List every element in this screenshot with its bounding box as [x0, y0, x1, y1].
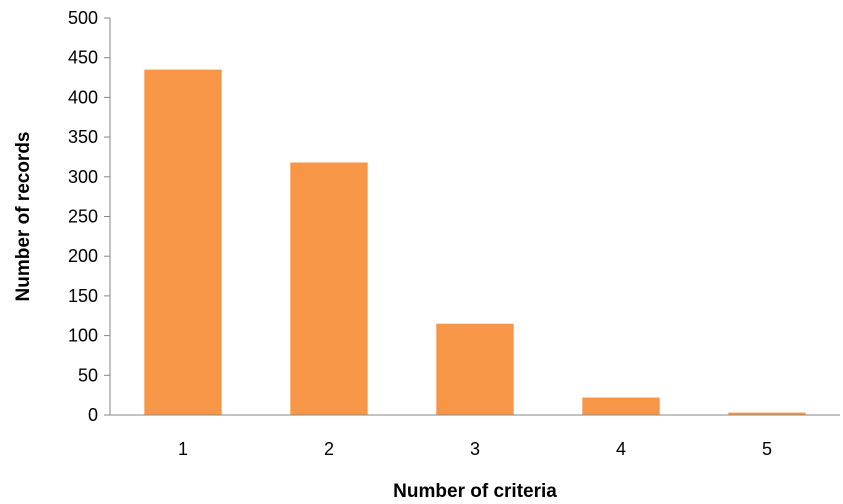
bar-2 — [290, 162, 368, 415]
y-tick-label: 150 — [68, 286, 98, 306]
bar-4 — [582, 397, 660, 415]
x-tick-label: 1 — [178, 439, 188, 459]
y-tick-label: 50 — [78, 365, 98, 385]
bar-1 — [144, 69, 222, 416]
y-tick-label: 450 — [68, 48, 98, 68]
x-tick-label: 5 — [762, 439, 772, 459]
y-axis-title: Number of records — [13, 132, 34, 302]
bar-3 — [436, 323, 514, 415]
x-ticks: 1 2 3 4 5 — [178, 439, 772, 459]
bars — [144, 69, 806, 416]
y-tick-label: 350 — [68, 127, 98, 147]
x-tick-label: 2 — [324, 439, 334, 459]
x-tick-label: 4 — [616, 439, 626, 459]
y-ticks: 0 50 100 150 200 250 300 350 400 450 500 — [68, 8, 110, 425]
y-tick-label: 400 — [68, 87, 98, 107]
x-tick-label: 3 — [470, 439, 480, 459]
bar-5 — [728, 412, 806, 415]
y-tick-label: 300 — [68, 167, 98, 187]
y-tick-label: 200 — [68, 246, 98, 266]
y-tick-label: 0 — [88, 405, 98, 425]
y-tick-label: 500 — [68, 8, 98, 28]
y-tick-label: 250 — [68, 207, 98, 227]
x-axis-title: Number of criteria — [393, 481, 557, 502]
y-tick-label: 100 — [68, 326, 98, 346]
